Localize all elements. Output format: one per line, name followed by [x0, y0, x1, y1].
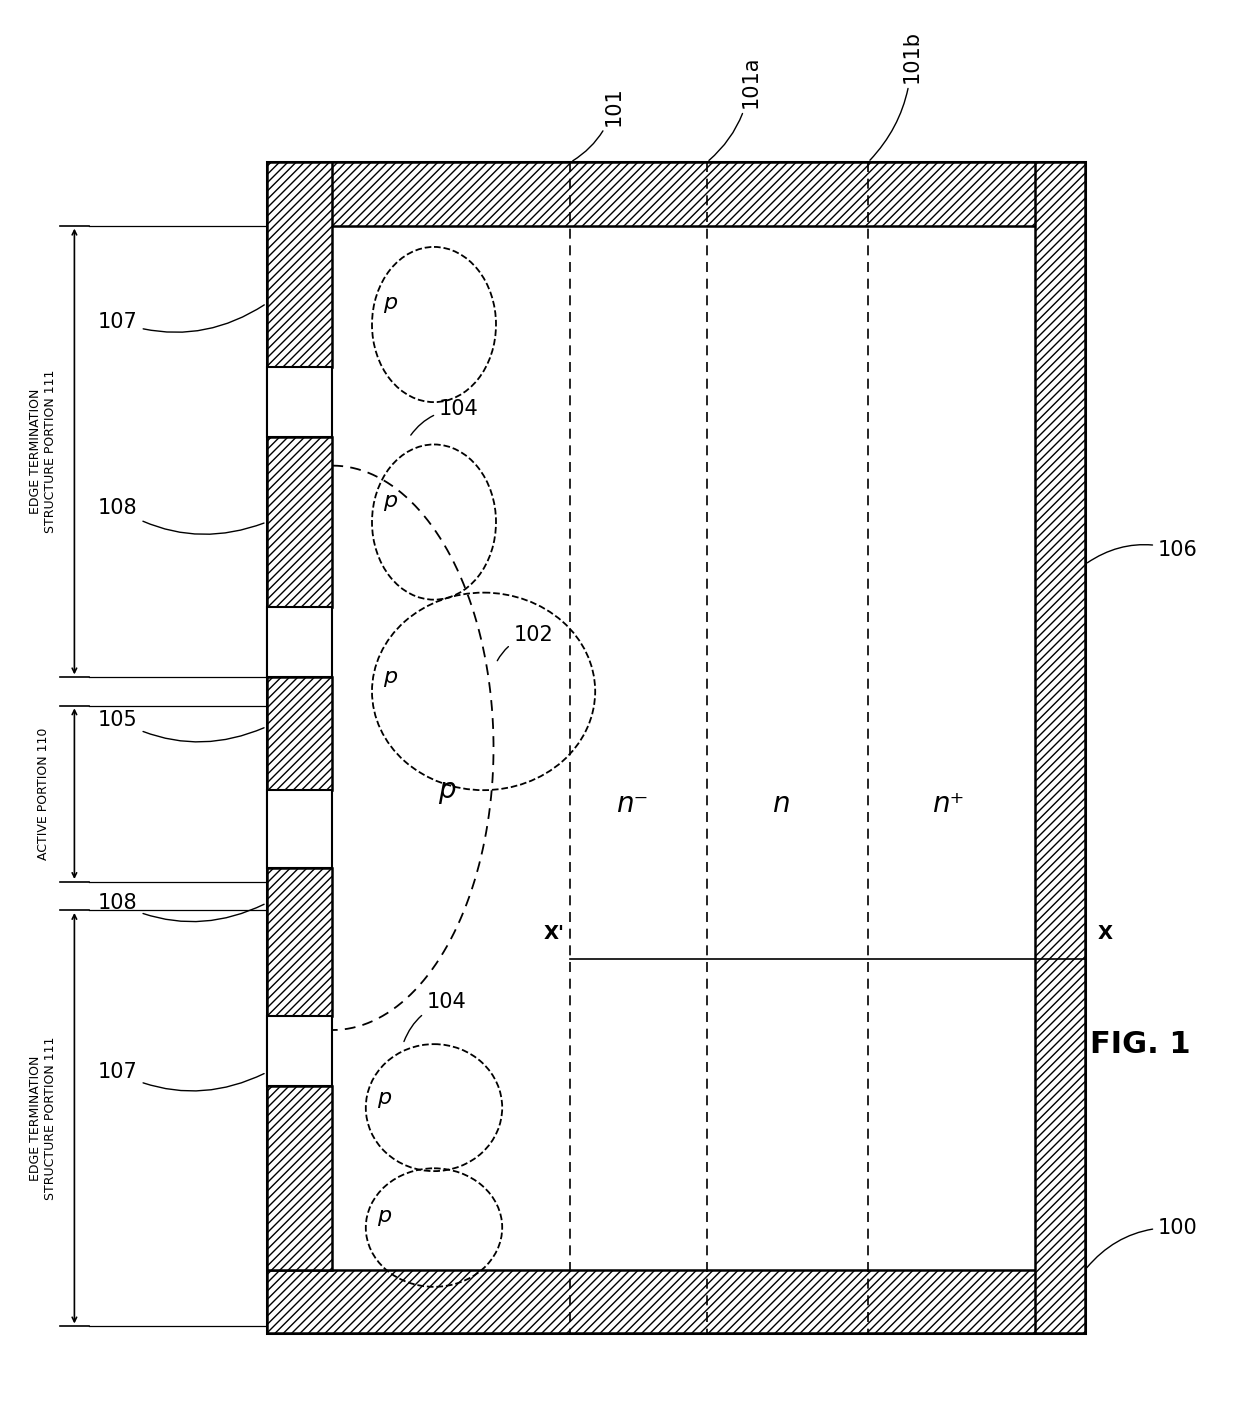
Text: FIG. 1: FIG. 1: [1090, 1030, 1192, 1058]
Bar: [267, 437, 332, 607]
Text: n: n: [773, 790, 790, 818]
Text: 101: 101: [573, 86, 624, 161]
Text: p: p: [438, 776, 455, 804]
Text: 108: 108: [98, 893, 264, 921]
Text: n⁻: n⁻: [616, 790, 649, 818]
Bar: [267, 367, 332, 437]
Text: 107: 107: [98, 1062, 264, 1091]
Text: 101b: 101b: [870, 30, 921, 161]
Bar: [267, 162, 1085, 1333]
Text: 105: 105: [98, 710, 264, 742]
Text: p: p: [383, 667, 398, 687]
Text: n⁺: n⁺: [932, 790, 965, 818]
Bar: [267, 162, 332, 367]
Text: EDGE TERMINATION
STRUCTURE PORTION 111: EDGE TERMINATION STRUCTURE PORTION 111: [30, 370, 57, 533]
Bar: [267, 1016, 332, 1086]
Text: EDGE TERMINATION
STRUCTURE PORTION 111: EDGE TERMINATION STRUCTURE PORTION 111: [30, 1037, 57, 1199]
Bar: [267, 868, 332, 1016]
Bar: [267, 790, 332, 868]
Text: ACTIVE PORTION 110: ACTIVE PORTION 110: [37, 728, 50, 859]
Text: 100: 100: [1086, 1218, 1198, 1267]
Text: p: p: [383, 293, 398, 313]
Bar: [267, 677, 332, 790]
Text: X': X': [543, 924, 564, 943]
Text: 102: 102: [497, 625, 553, 660]
Text: 108: 108: [98, 498, 264, 535]
Bar: [267, 162, 1085, 226]
Text: X: X: [1097, 924, 1112, 943]
Text: p: p: [377, 1088, 392, 1108]
Text: p: p: [383, 491, 398, 511]
Bar: [267, 607, 332, 677]
Text: 104: 104: [404, 992, 466, 1041]
Text: 107: 107: [98, 305, 264, 332]
Bar: [267, 1270, 1085, 1333]
Text: 101a: 101a: [709, 55, 760, 161]
Text: 104: 104: [410, 399, 479, 435]
Text: p: p: [377, 1206, 392, 1226]
Text: 106: 106: [1087, 540, 1198, 563]
Bar: [1035, 162, 1085, 1333]
Bar: [267, 1086, 332, 1270]
